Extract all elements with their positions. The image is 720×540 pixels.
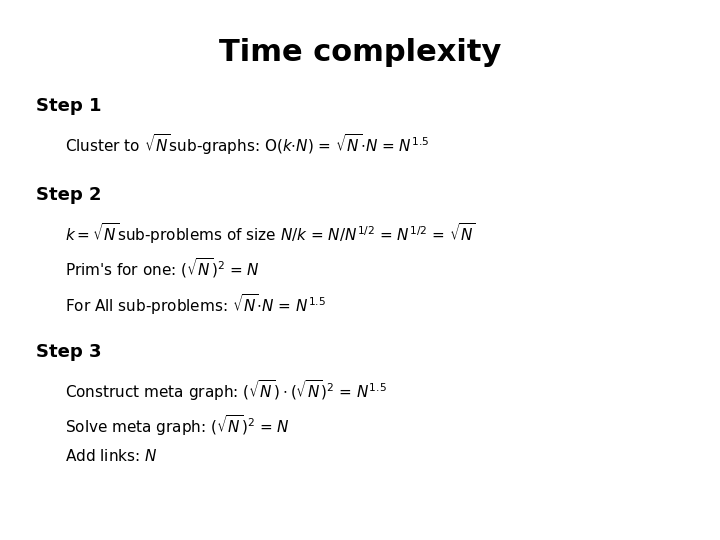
Text: Time complexity: Time complexity [219, 38, 501, 67]
Text: Step 1: Step 1 [36, 97, 102, 115]
Text: Prim's for one: $(\sqrt{N})^2$ = $N$: Prim's for one: $(\sqrt{N})^2$ = $N$ [65, 256, 260, 280]
Text: Step 3: Step 3 [36, 343, 102, 361]
Text: $k{=}\sqrt{N}$sub-problems of size $N/k$ = $N/N^{1/2}$ = $N^{1/2}$ = $\sqrt{N}$: $k{=}\sqrt{N}$sub-problems of size $N/k$… [65, 221, 476, 246]
Text: For All sub-problems: $\sqrt{N}{\cdot}N$ = $N^{1.5}$: For All sub-problems: $\sqrt{N}{\cdot}N$… [65, 292, 325, 316]
Text: Solve meta graph: $(\sqrt{N})^2$ = $N$: Solve meta graph: $(\sqrt{N})^2$ = $N$ [65, 413, 289, 438]
Text: Construct meta graph: $(\sqrt{N})\cdot(\sqrt{N})^2$ = $N^{1.5}$: Construct meta graph: $(\sqrt{N})\cdot(\… [65, 378, 387, 403]
Text: Cluster to $\sqrt{N}$sub-graphs: O($k{\cdot}N$) = $\sqrt{N}{\cdot}N$ = $N^{1.5}$: Cluster to $\sqrt{N}$sub-graphs: O($k{\c… [65, 132, 429, 157]
Text: Step 2: Step 2 [36, 186, 102, 204]
Text: Add links: $N$: Add links: $N$ [65, 448, 158, 464]
